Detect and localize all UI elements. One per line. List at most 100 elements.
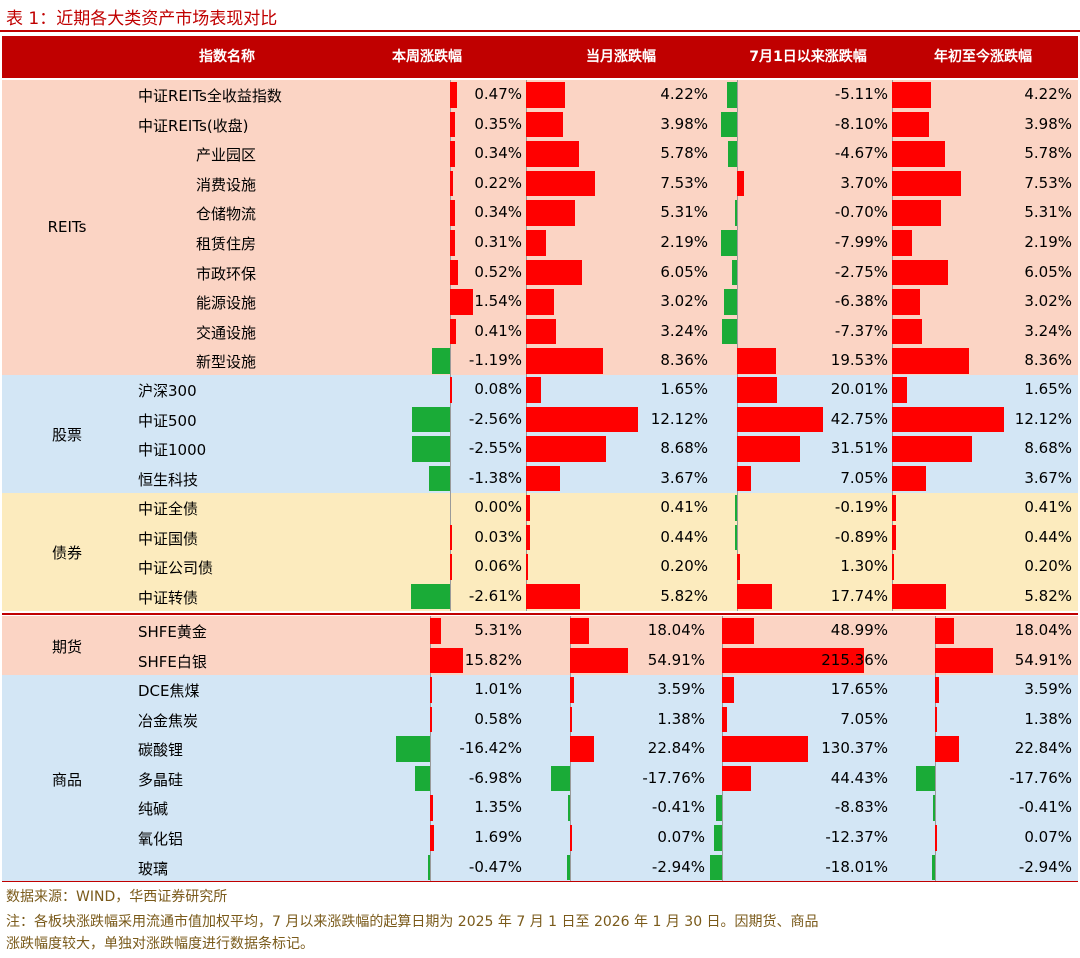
data-bar-since-july [737,348,777,374]
value-cell-since-july: 48.99% [830,621,888,639]
section-separator [2,613,1078,615]
footer-source: 数据来源：WIND，华西证券研究所 [6,889,228,905]
value-cell-since-july: 3.70% [840,173,888,192]
value-cell-month: 0.07% [657,828,705,846]
data-bar-since-july [726,82,737,108]
category-label: 商品 [51,770,82,789]
data-bar-since-july [710,854,722,881]
data-bar-month [570,825,572,851]
value-cell-ytd: 18.04% [1014,621,1072,639]
data-bar-ytd [935,647,993,674]
data-bar-ytd [935,706,937,733]
value-cell-week: -1.19% [468,351,522,370]
value-cell-month: 7.53% [660,173,708,192]
data-bar-month [526,230,547,256]
value-cell-month: 8.68% [660,439,708,458]
index-name-cell: 沪深300 [138,382,197,400]
value-cell-month: 6.05% [660,262,708,281]
value-cell-ytd: 22.84% [1014,739,1072,758]
data-bar-week [410,583,450,610]
data-bar-ytd [892,82,931,108]
value-cell-week: 5.31% [474,621,522,639]
data-bar-ytd [892,554,894,580]
zero-axis-line [737,80,738,376]
index-name-cell: 中证全债 [138,500,199,518]
value-cell-ytd: 3.67% [1024,468,1072,487]
data-bar-ytd [935,677,939,703]
data-bar-week [450,318,457,345]
data-bar-week [430,795,433,821]
footer-note-line2: 涨跌幅度较大，单独对涨跌幅度进行数据条标记。 [6,936,314,952]
data-bar-week [430,825,434,851]
data-bar-ytd [935,736,959,762]
data-bar-since-july [722,706,727,733]
index-name-cell: 中证500 [138,411,197,430]
data-bar-month [570,677,574,703]
zero-axis-line [450,375,451,494]
data-bar-since-july [722,618,755,644]
index-name-cell: 中证转债 [138,588,199,607]
index-name-cell: SHFE黄金 [138,623,207,641]
value-cell-since-july: 31.51% [830,439,888,458]
value-cell-ytd: -17.76% [1009,768,1072,787]
table-bottom-line [2,881,1078,882]
value-cell-month: 18.04% [647,621,705,639]
data-bar-week [430,677,433,703]
data-bar-month [526,583,580,610]
data-bar-week [450,141,456,167]
data-bar-week [432,348,450,374]
data-bar-month [570,736,594,762]
data-bar-month [526,289,554,315]
value-cell-week: 0.52% [474,262,522,281]
value-cell-month: 1.65% [660,380,708,398]
value-cell-since-july: 7.05% [840,468,888,487]
value-cell-since-july: -0.19% [834,498,888,516]
index-name-cell: 氧化铝 [138,830,184,848]
data-bar-week [395,736,430,762]
data-bar-week [411,406,450,433]
value-cell-ytd: 1.65% [1024,380,1072,398]
index-name-cell: 仓储物流 [196,205,257,224]
index-name-cell: 中证1000 [138,441,207,460]
value-cell-week: 1.01% [474,680,522,698]
value-cell-week: 0.58% [474,709,522,728]
data-bar-week [429,465,450,492]
value-cell-week: -2.55% [468,439,522,458]
value-cell-week: 0.06% [474,557,522,576]
value-cell-ytd: 0.41% [1024,498,1072,516]
data-bar-week [450,259,458,286]
index-name-cell: 新型设施 [196,353,257,372]
section-background [2,616,1078,676]
data-bar-since-july [737,554,740,580]
value-cell-week: 0.00% [474,498,522,516]
data-bar-week [415,765,430,792]
value-cell-since-july: 130.37% [821,739,888,758]
data-bar-ytd [892,524,897,551]
data-bar-ytd [892,495,896,521]
value-cell-since-july: 7.05% [840,709,888,728]
value-cell-ytd: 0.20% [1024,557,1072,576]
value-cell-ytd: 3.02% [1024,292,1072,311]
data-bar-ytd [935,618,954,644]
data-bar-ytd [892,348,969,374]
value-cell-ytd: -2.94% [1018,857,1072,876]
data-bar-week [450,289,474,315]
zero-axis-line [892,493,893,612]
index-name-cell: 产业园区 [196,146,257,165]
data-bar-since-july [731,259,737,286]
value-cell-week: 0.22% [474,173,522,192]
value-cell-week: -6.98% [468,768,522,787]
index-name-cell: 中证REITs全收益指数 [138,87,282,105]
value-cell-week: 15.82% [464,650,522,669]
index-name-cell: DCE焦煤 [138,682,200,700]
data-bar-ytd [892,465,926,492]
value-cell-ytd: 3.98% [1024,114,1072,133]
data-bar-month [526,465,560,492]
value-cell-since-july: -0.89% [834,527,888,546]
index-name-cell: 中证公司债 [138,559,214,578]
value-cell-ytd: 8.68% [1024,439,1072,458]
data-bar-month [526,318,556,345]
value-cell-week: 0.34% [474,203,522,222]
data-bar-since-july [722,736,809,762]
data-bar-month [526,348,603,374]
